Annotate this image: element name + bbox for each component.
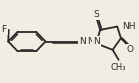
Text: N: N	[93, 37, 100, 46]
Text: CH₃: CH₃	[111, 63, 126, 72]
Text: F: F	[2, 25, 7, 34]
Text: S: S	[94, 10, 99, 19]
Text: O: O	[127, 45, 134, 54]
Text: NH: NH	[122, 22, 136, 31]
Text: N: N	[79, 37, 86, 46]
Text: N: N	[87, 37, 94, 46]
